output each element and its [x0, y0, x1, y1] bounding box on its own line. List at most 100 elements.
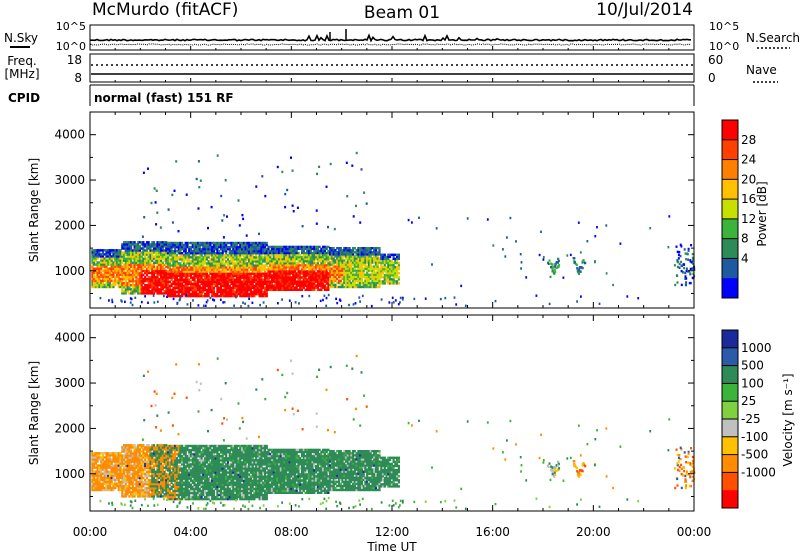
power-cell	[311, 274, 314, 277]
velocity-cell	[101, 454, 104, 457]
power-cell	[313, 274, 316, 277]
power-cell	[167, 274, 170, 277]
power-cell	[91, 273, 94, 276]
power-cell	[98, 255, 101, 258]
power-cell	[123, 271, 126, 275]
power-cell	[202, 278, 205, 281]
power-cell	[212, 245, 215, 249]
power-cell	[355, 255, 358, 258]
power-cell	[288, 268, 291, 271]
power-cell	[269, 251, 272, 255]
power-cell	[130, 259, 133, 262]
power-cell	[329, 273, 332, 276]
power-cell	[163, 241, 166, 244]
power-cell	[270, 268, 274, 271]
power-cell	[248, 294, 251, 298]
power-cell	[204, 272, 207, 275]
power-cell	[346, 275, 349, 278]
velocity-cell	[137, 448, 140, 451]
power-cell	[114, 283, 117, 287]
power-cell	[390, 274, 393, 277]
power-cell	[292, 249, 295, 253]
power-cell	[248, 278, 251, 281]
velocity-cell	[137, 489, 140, 492]
power-cell	[364, 267, 367, 270]
power-cell	[315, 247, 318, 251]
power-cell	[313, 282, 316, 285]
power-cell	[297, 268, 300, 271]
power-cell	[397, 257, 400, 261]
power-cell	[265, 268, 268, 271]
power-cell	[366, 275, 369, 278]
power-cell	[198, 272, 201, 275]
power-cell	[197, 304, 200, 307]
power-cell	[228, 268, 231, 271]
power-cell	[156, 279, 159, 283]
power-cell	[255, 272, 258, 275]
power-cell	[237, 284, 240, 288]
power-cell	[262, 248, 265, 251]
power-cell	[350, 285, 353, 289]
power-cell	[369, 269, 372, 272]
power-cell	[108, 271, 112, 274]
power-cell	[100, 279, 103, 283]
power-cell	[207, 254, 210, 257]
velocity-cell	[142, 466, 145, 469]
power-cell	[214, 272, 217, 275]
power-cell	[168, 268, 171, 271]
power-cell	[286, 276, 289, 279]
power-cell	[202, 258, 205, 261]
power-cell	[302, 251, 305, 255]
velocity-cell	[128, 452, 131, 455]
power-cell	[246, 270, 249, 273]
power-cell	[207, 250, 210, 253]
power-cell	[292, 262, 295, 265]
velocity-cell	[154, 448, 157, 451]
power-cell	[232, 245, 235, 249]
power-cell	[251, 245, 254, 249]
velocity-cell	[91, 470, 94, 473]
power-cell	[304, 280, 307, 283]
velocity-cell	[107, 486, 110, 490]
power-cell	[290, 286, 293, 289]
power-cell	[186, 288, 189, 292]
power-cell	[286, 249, 289, 253]
power-cell	[344, 255, 348, 258]
power-cell	[329, 251, 332, 254]
power-cell	[355, 259, 358, 262]
power-cell	[219, 272, 223, 275]
power-cell	[286, 257, 289, 261]
power-cell	[156, 247, 159, 250]
power-cell	[128, 277, 131, 281]
velocity-cell	[147, 456, 150, 459]
power-cell	[359, 261, 362, 264]
velocity-cell	[128, 466, 131, 469]
power-cell	[605, 272, 608, 275]
power-cell	[174, 266, 177, 269]
power-cell	[260, 274, 263, 277]
power-cell	[234, 243, 237, 247]
power-cell	[170, 278, 173, 281]
power-cell	[548, 302, 551, 306]
power-cell	[248, 282, 251, 286]
power-cell	[145, 271, 149, 275]
power-cell	[260, 286, 263, 290]
power-cell	[265, 262, 268, 265]
power-cell	[133, 263, 136, 266]
power-cell	[299, 286, 302, 289]
power-cell	[374, 271, 378, 274]
power-cell	[182, 278, 186, 281]
power-cell	[283, 255, 286, 259]
power-cell	[244, 278, 247, 281]
power-cell	[274, 282, 277, 285]
power-cell	[158, 243, 161, 246]
power-cell	[221, 252, 224, 255]
power-cell	[128, 259, 131, 262]
power-cell	[309, 266, 312, 269]
power-cell	[225, 241, 228, 245]
power-cell	[93, 257, 96, 260]
power-cell	[357, 267, 360, 270]
power-cell	[242, 276, 245, 279]
power-cell	[320, 272, 323, 275]
